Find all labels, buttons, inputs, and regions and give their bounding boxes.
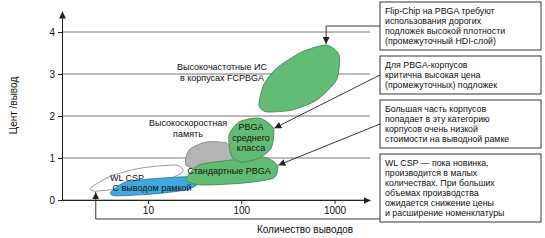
y-tick-mark: [58, 200, 62, 201]
annotation-text: Для PBGA-корпусовкритична высокая цена(п…: [385, 60, 497, 90]
region-label-line: в корпусах FCPBGA: [180, 73, 264, 83]
x-tick-mark: [241, 200, 242, 204]
x-axis-line: [63, 200, 371, 201]
y-tick-label: 3: [49, 69, 55, 80]
y-tick: 1: [49, 153, 62, 164]
region-label: WL CSP: [110, 173, 144, 183]
grid-line: [62, 116, 370, 117]
annotation-line: стоимости на выводной рамке: [385, 134, 509, 144]
leader-arrow: [278, 124, 380, 165]
region-label: Высокочастотные ИСв корпусах FCPBGA: [177, 62, 267, 83]
annotation-line: использования дорогих: [385, 16, 482, 26]
y-tick-label: 2: [49, 111, 55, 122]
region-label-line: Высокоскоростная: [149, 118, 227, 128]
x-tick-label: 100: [233, 205, 250, 216]
x-tick: 10: [143, 200, 155, 216]
region-label: Стандартные PBGA: [187, 166, 271, 176]
y-axis-line: [62, 12, 63, 201]
region-label-line: PBGA: [238, 122, 263, 132]
annotation-line: Flip-Chip на PBGA требуют: [385, 6, 495, 16]
x-tick-label: 10: [143, 205, 155, 216]
y-tick-label: 0: [49, 195, 55, 206]
plot-area: [90, 45, 339, 196]
leader-arrow: [274, 75, 380, 128]
leaders: [96, 26, 380, 219]
annotation-line: количествах. При больших: [385, 178, 495, 188]
y-tick: 4: [49, 27, 62, 38]
annotation-box: [380, 2, 541, 50]
y-tick-mark: [58, 158, 62, 159]
annotation-text: Flip-Chip на PBGA требуютиспользования д…: [385, 6, 505, 46]
y-tick-mark: [58, 74, 62, 75]
region: [229, 118, 274, 162]
y-tick: 3: [49, 69, 62, 80]
region-labels: Высокоскоростнаяпамять WL CSPС выводом ра…: [110, 62, 271, 193]
leader-arrow: [96, 192, 380, 219]
chart: 10 100 1000 0 1 2 3 4 Количество выводов Цент /вы…: [0, 0, 545, 238]
annotation-text: Большая часть корпусовпопадает в эту кат…: [385, 104, 509, 144]
grid-line: [62, 200, 370, 201]
annotation-line: (промежуточный HDI-слой): [385, 36, 496, 46]
region-label-line: память: [173, 129, 203, 139]
annotation-line: и расширение номенклатуры: [385, 208, 504, 218]
annotation-line: Для PBGA-корпусов: [385, 60, 468, 70]
x-tick: 100: [233, 200, 250, 216]
annotation-line: производится в малых: [385, 168, 478, 178]
region-label-line: С выводом рамкой: [113, 183, 192, 193]
y-tick-label: 1: [49, 153, 55, 164]
region-label: С выводом рамкой: [113, 183, 192, 193]
grid: [62, 32, 370, 200]
annotation-line: подложек высокой плотности: [385, 26, 505, 36]
annotation-line: ожидается снижение цены: [385, 198, 494, 208]
annotation-line: критична высокая цена: [385, 70, 481, 80]
region-label-line: Стандартные PBGA: [187, 166, 271, 176]
y-tick-mark: [58, 116, 62, 117]
region-label: PBGAсреднегокласса: [232, 122, 270, 153]
region: [186, 157, 278, 185]
annotation-line: Большая часть корпусов: [385, 104, 486, 114]
region-label-line: среднего: [232, 133, 270, 143]
y-tick: 0: [49, 195, 62, 206]
annotation-box: [380, 100, 541, 148]
annotations: Flip-Chip на PBGA требуютиспользования д…: [380, 2, 541, 222]
region-label: Высокоскоростнаяпамять: [149, 118, 227, 139]
y-axis: 0 1 2 3 4: [49, 12, 62, 206]
annotation-line: (промежуточных) подложек: [385, 80, 497, 90]
annotation-box: [380, 56, 541, 94]
grid-line: [62, 32, 370, 33]
region-label-line: класса: [237, 143, 265, 153]
y-tick-label: 4: [49, 27, 55, 38]
x-tick-mark: [335, 200, 336, 204]
region-label-line: Высокочастотные ИС: [177, 62, 267, 72]
y-tick: 2: [49, 111, 62, 122]
annotation-box: [380, 154, 541, 222]
annotation-line: WL CSP — пока новинка,: [385, 158, 489, 168]
annotation-line: корпусов очень низкой: [385, 124, 478, 134]
x-axis-title: Количество выводов: [257, 224, 353, 235]
x-tick-label: 1000: [324, 205, 347, 216]
region-label-line: WL CSP: [110, 173, 144, 183]
y-tick-mark: [58, 32, 62, 33]
annotation-text: WL CSP — пока новинка,производится в мал…: [385, 158, 504, 218]
x-tick-mark: [148, 200, 149, 204]
x-axis: 10 100 1000: [63, 200, 371, 216]
leader-arrow: [326, 26, 380, 44]
region: [259, 45, 340, 112]
annotation-line: попадает в эту категорию: [385, 114, 490, 124]
annotation-line: объемах производства: [385, 188, 479, 198]
y-axis-title: Цент /вывод: [8, 77, 19, 135]
x-tick: 1000: [324, 200, 347, 216]
